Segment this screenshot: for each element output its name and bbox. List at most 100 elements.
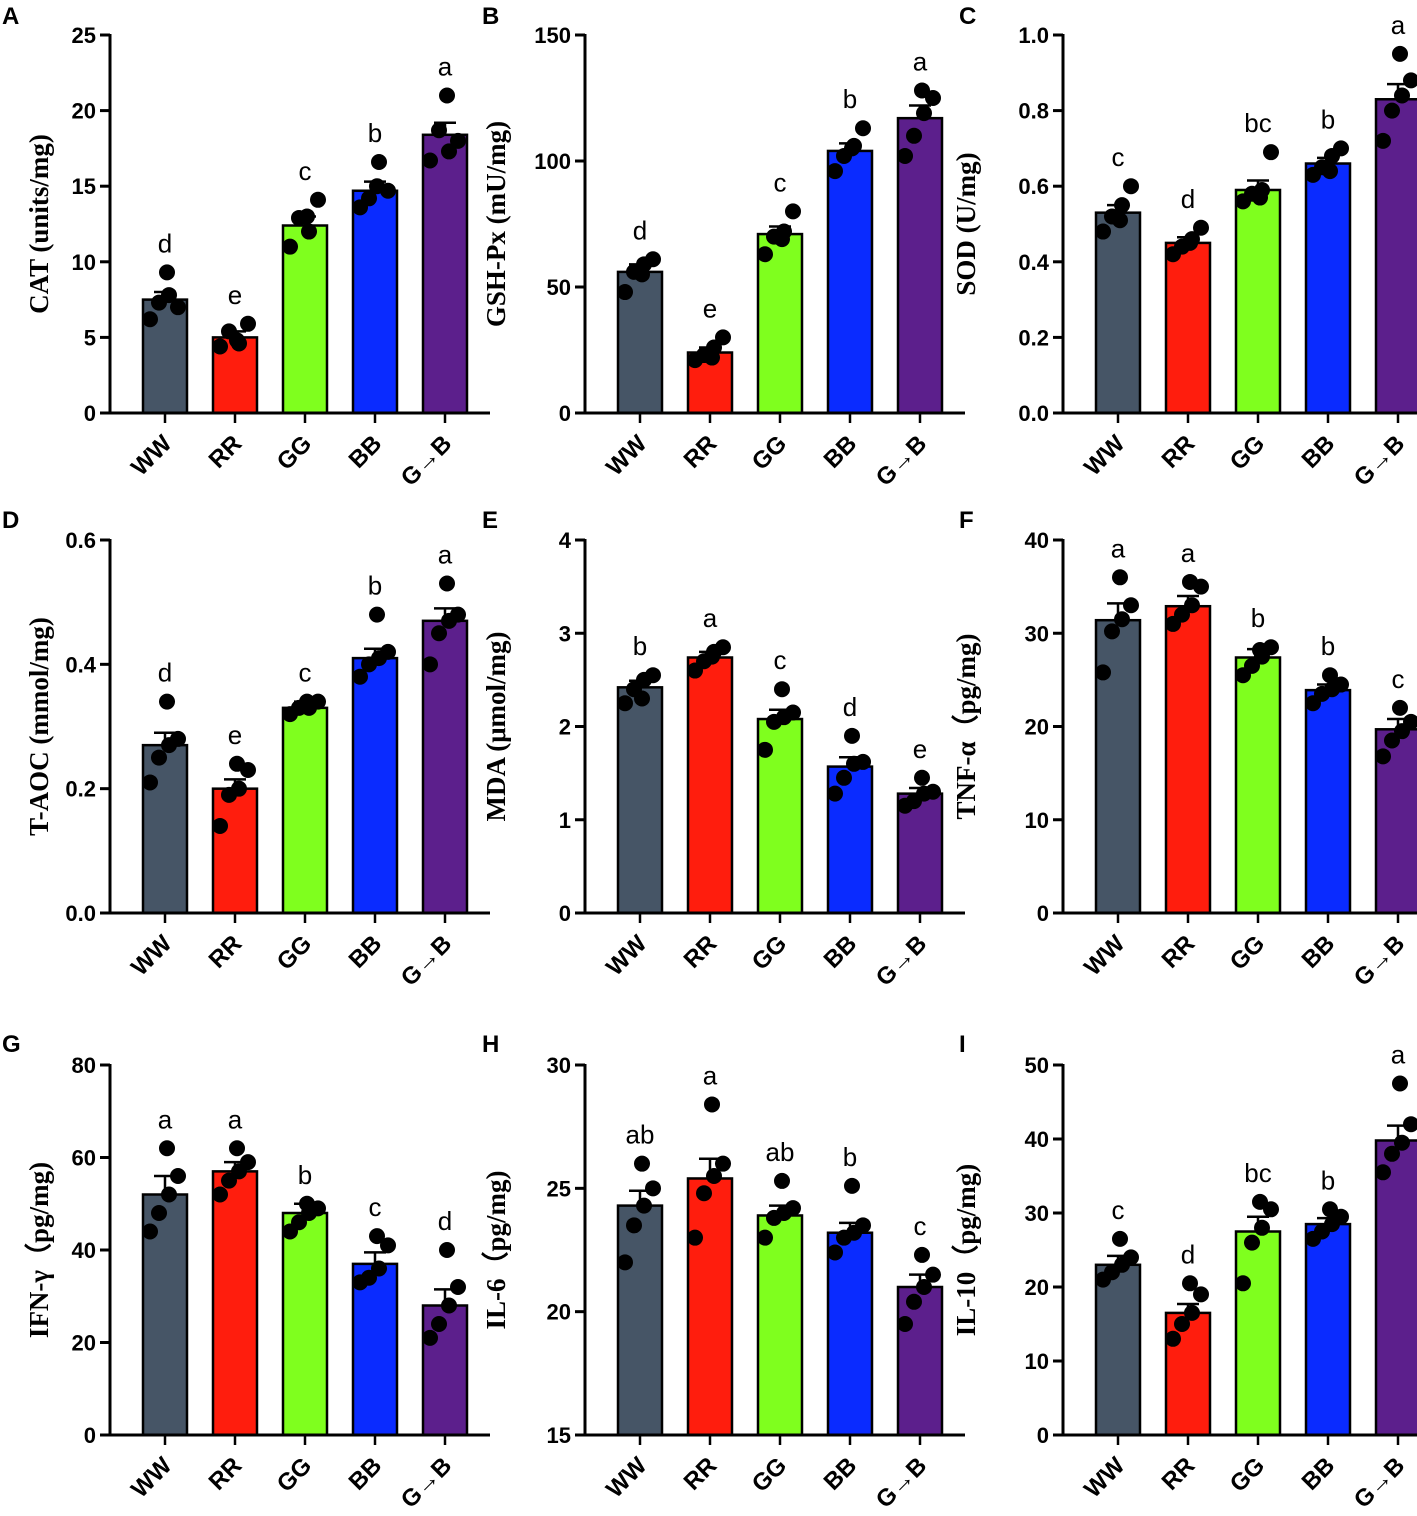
significance-letter: c <box>1392 664 1405 694</box>
bar-GG <box>756 1214 804 1437</box>
y-tick-label: 0 <box>84 1423 96 1448</box>
y-tick-label: 3 <box>559 621 571 646</box>
data-point <box>1114 611 1130 628</box>
data-point <box>855 1217 871 1234</box>
category-label: G→B <box>1349 1452 1411 1514</box>
bar-BB <box>351 656 399 915</box>
data-point <box>914 769 930 786</box>
category-label: BB <box>1297 430 1341 474</box>
data-point <box>1252 189 1268 206</box>
data-point <box>229 1140 245 1157</box>
category-label: BB <box>819 930 863 974</box>
bar-GG <box>281 706 329 915</box>
y-tick-label: 40 <box>1025 1127 1049 1152</box>
y-axis-title: CAT (units/mg) <box>24 134 54 314</box>
y-tick-label: 0.4 <box>1018 250 1049 275</box>
category-label: BB <box>819 1452 863 1496</box>
data-point <box>161 1186 177 1203</box>
significance-letter: a <box>703 1060 718 1090</box>
data-point <box>299 693 315 710</box>
significance-letter: b <box>633 631 647 661</box>
category-label: WW <box>601 430 652 481</box>
data-point <box>687 1229 703 1246</box>
y-axis-title: TNF-α（pg/mg) <box>951 633 981 819</box>
significance-letter: a <box>228 1104 243 1134</box>
data-point <box>159 264 175 281</box>
category-label: G→B <box>1349 930 1411 992</box>
significance-letter: b <box>1321 631 1335 661</box>
category-label: GG <box>272 1452 317 1497</box>
y-tick-label: 0.2 <box>1018 325 1049 350</box>
data-point <box>1392 699 1408 716</box>
bar-GG <box>281 1211 329 1437</box>
data-point <box>441 1297 457 1314</box>
data-point <box>240 315 256 332</box>
category-label: RR <box>1157 930 1201 974</box>
category-label: BB <box>344 930 388 974</box>
data-point <box>1375 132 1391 149</box>
significance-letter: a <box>1181 538 1196 568</box>
category-label: G→B <box>871 1452 933 1514</box>
data-point <box>299 208 315 225</box>
panel-c: C SOD (U/mg) c WW d RR bc GG b BB a G→B 0.0 0.2 0.4 0.6… <box>951 3 1417 492</box>
data-point <box>1322 1201 1338 1218</box>
significance-letter: e <box>228 720 242 750</box>
significance-letter: b <box>1251 603 1265 633</box>
category-label: GG <box>1225 1452 1270 1497</box>
y-tick-label: 0.8 <box>1018 99 1049 124</box>
data-point <box>371 1260 387 1277</box>
data-point <box>1392 1075 1408 1092</box>
bar-RR <box>1164 604 1212 915</box>
data-point <box>170 299 186 316</box>
data-point <box>696 1185 712 1202</box>
significance-letter: c <box>299 658 312 688</box>
data-point <box>422 1329 438 1346</box>
category-label: G→B <box>396 930 458 992</box>
data-point <box>1123 178 1139 195</box>
y-tick-label: 20 <box>72 99 96 124</box>
data-point <box>1263 144 1279 161</box>
data-point <box>634 690 650 707</box>
data-point <box>844 727 860 744</box>
data-point <box>704 1096 720 1113</box>
data-point <box>914 82 930 99</box>
bar-RR <box>211 1170 259 1437</box>
panel-label: C <box>959 3 976 30</box>
data-point <box>170 1168 186 1184</box>
data-point <box>1165 1330 1181 1347</box>
data-point <box>212 817 228 834</box>
data-point <box>380 1237 396 1254</box>
data-point <box>827 1244 843 1261</box>
significance-letter: c <box>1112 142 1125 172</box>
data-point <box>1174 606 1190 623</box>
category-label: BB <box>1297 1452 1341 1496</box>
bar-BB <box>826 1231 874 1437</box>
category-label: G→B <box>396 1452 458 1514</box>
data-point <box>1322 163 1338 180</box>
data-point <box>439 1242 455 1258</box>
panel-label: A <box>2 3 19 30</box>
data-point <box>706 1168 722 1184</box>
significance-letter: b <box>368 118 382 148</box>
data-point <box>142 1223 158 1240</box>
bar-WW <box>1094 618 1142 915</box>
significance-letter: b <box>843 1142 857 1172</box>
category-label: RR <box>679 430 723 474</box>
significance-letter: a <box>703 603 718 633</box>
significance-letter: b <box>1321 104 1335 134</box>
y-tick-label: 40 <box>72 1238 96 1263</box>
data-point <box>785 203 801 220</box>
data-point <box>142 774 158 791</box>
y-axis-title: IL-6（pg/mg) <box>481 1170 511 1329</box>
y-tick-label: 150 <box>534 23 571 48</box>
category-label: GG <box>1225 430 1270 475</box>
data-point <box>450 132 466 149</box>
y-tick-label: 30 <box>547 1053 571 1078</box>
significance-letter: d <box>438 1206 452 1236</box>
bar-GG <box>1234 188 1282 415</box>
data-point <box>1252 1193 1268 1210</box>
data-point <box>715 329 731 346</box>
significance-letter: b <box>368 571 382 601</box>
y-tick-label: 20 <box>1025 1275 1049 1300</box>
y-tick-label: 0.6 <box>1018 174 1049 199</box>
